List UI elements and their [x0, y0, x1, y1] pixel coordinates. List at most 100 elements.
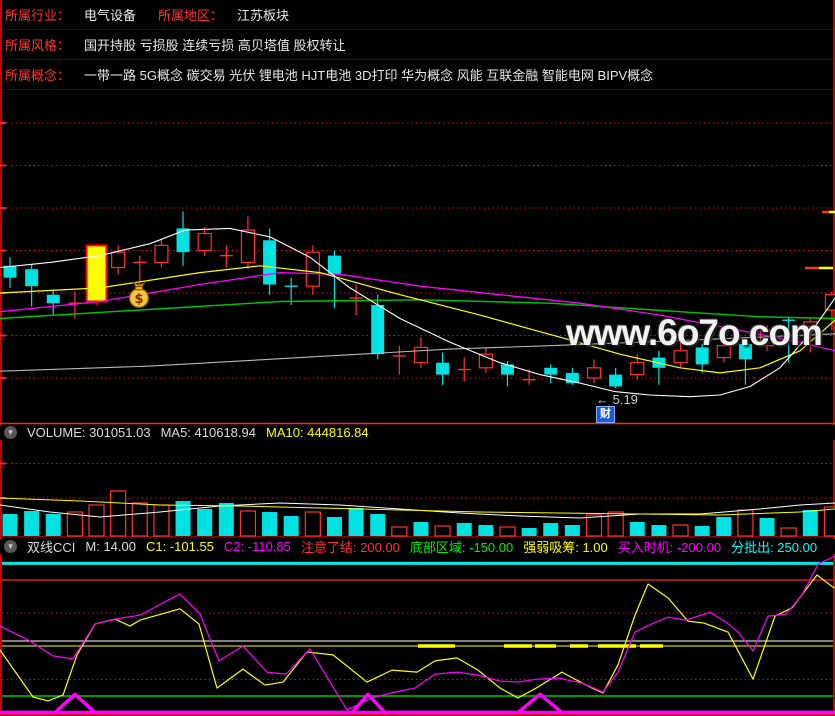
main-chart-panel[interactable]: [2, 90, 833, 423]
cci-C2-line: [0, 555, 835, 711]
low-price-annotation: ← 5.19: [596, 392, 638, 407]
header-separator: [0, 89, 835, 90]
volume-bar: [413, 522, 429, 536]
volume-bar: [780, 527, 797, 537]
cci-m-value: M: 14.00: [85, 539, 136, 554]
candle: [240, 229, 256, 264]
candle: [111, 251, 126, 269]
candle: [263, 240, 277, 285]
buy-signal-line: [0, 692, 835, 715]
candle: [630, 362, 645, 376]
cci-name: 双线CCI: [27, 540, 76, 555]
volume-bar: [2, 514, 18, 536]
vol-ma10-line: [0, 497, 835, 516]
volume-bar: [175, 501, 191, 536]
candle: [25, 269, 39, 287]
concept-label: 所属概念：: [5, 68, 71, 83]
cci-strength-value: 强弱吸筹: 1.00: [523, 540, 608, 555]
volume-bar: [24, 511, 40, 536]
volume-bar: [304, 511, 321, 537]
volume-bar: [153, 504, 170, 537]
concept-value: 一带一路 5G概念 碳交易 光伏 锂电池 HJT电池 3D打印 华为概念 风能 …: [84, 68, 654, 83]
industry-label: 所属行业：: [5, 8, 71, 23]
cci-buy-value: 买入时机: -200.00: [617, 540, 722, 555]
volume-bar: [564, 525, 580, 536]
candle: [327, 255, 341, 275]
ma-gray: [0, 333, 835, 372]
volume-bar: [716, 517, 732, 536]
style-label: 所属风格：: [5, 38, 71, 53]
chevron-down-icon[interactable]: ▾: [4, 540, 17, 553]
cci-c1-value: C1: -101.55: [145, 539, 214, 554]
candle: [716, 345, 731, 359]
candle: [586, 367, 602, 379]
candle: [46, 294, 60, 304]
volume-ma5-value: MA5: 410618.94: [160, 425, 256, 440]
volume-bar: [88, 504, 105, 537]
volume-bar: [326, 517, 342, 536]
candle: [565, 372, 579, 384]
cci-C1-line: [0, 574, 835, 702]
volume-bar: [543, 523, 559, 536]
header-row-concept: 所属概念： 一带一路 5G概念 碳交易 光伏 锂电池 HJT电池 3D打印 华为…: [0, 60, 835, 89]
volume-bar: [370, 514, 386, 536]
volume-bar: [499, 526, 516, 537]
volume-bar: [521, 528, 537, 536]
volume-bar: [218, 503, 234, 536]
cci-exit-value: 注意了结: 200.00: [300, 540, 400, 555]
volume-bar: [478, 525, 494, 536]
candle: [436, 362, 450, 375]
header-row-style: 所属风格： 国开持股 亏损股 连续亏损 高贝塔值 股权转让: [0, 30, 835, 59]
candle: [544, 367, 558, 375]
candle: [609, 374, 623, 387]
header-separator: [0, 29, 835, 30]
volume-bar: [262, 512, 278, 536]
candle: [176, 228, 190, 253]
cci-sell-value: 分批出: 250.00: [731, 540, 818, 555]
cci-c2-value: C2: -110.85: [223, 539, 291, 554]
ma-magenta: [0, 271, 835, 352]
volume-bar: [434, 525, 451, 537]
volume-bar: [651, 525, 667, 536]
dollar-symbol: $: [134, 292, 143, 307]
candle: [3, 265, 17, 278]
volume-bar: [759, 518, 775, 536]
cci-panel[interactable]: [2, 555, 833, 714]
volume-bar: [348, 508, 364, 536]
volume-ma10-value: MA10: 444816.84: [265, 425, 369, 440]
candle: [154, 244, 169, 263]
candle: [500, 364, 514, 375]
candle: [478, 353, 493, 369]
highlight-candle: [85, 244, 108, 303]
volume-bar: [197, 509, 213, 536]
ma-white: [0, 227, 835, 398]
volume-indicator-row: ▾ VOLUME: 301051.03 MA5: 410618.94 MA10:…: [0, 425, 835, 440]
cai-news-icon: 财: [596, 406, 615, 423]
industry-value: 电气设备: [84, 8, 137, 23]
volume-bar: [66, 511, 83, 537]
candle: [695, 347, 709, 365]
chevron-down-icon[interactable]: ▾: [4, 426, 17, 439]
cci-indicator-row: ▾ 双线CCI M: 14.00 C1: -101.55 C2: -110.85…: [0, 539, 835, 555]
volume-value: VOLUME: 301051.03: [27, 425, 151, 440]
volume-bar: [672, 524, 689, 537]
candle: [371, 304, 385, 355]
region-value: 江苏板块: [237, 8, 290, 23]
candle: [305, 251, 320, 287]
volume-bar: [629, 522, 645, 536]
volume-bar: [239, 510, 257, 537]
header-separator: [0, 59, 835, 60]
candle: [738, 344, 752, 360]
style-value: 国开持股 亏损股 连续亏损 高贝塔值 股权转让: [84, 38, 346, 53]
candle: [197, 232, 212, 252]
volume-bar: [802, 510, 818, 536]
ma-yellow: [0, 265, 835, 374]
volume-bar: [391, 526, 408, 537]
volume-bar: [110, 490, 127, 537]
candle: [413, 346, 429, 364]
cci-bottom-value: 底部区域: -150.00: [409, 540, 514, 555]
candle: [824, 294, 835, 311]
volume-bar: [694, 526, 710, 536]
